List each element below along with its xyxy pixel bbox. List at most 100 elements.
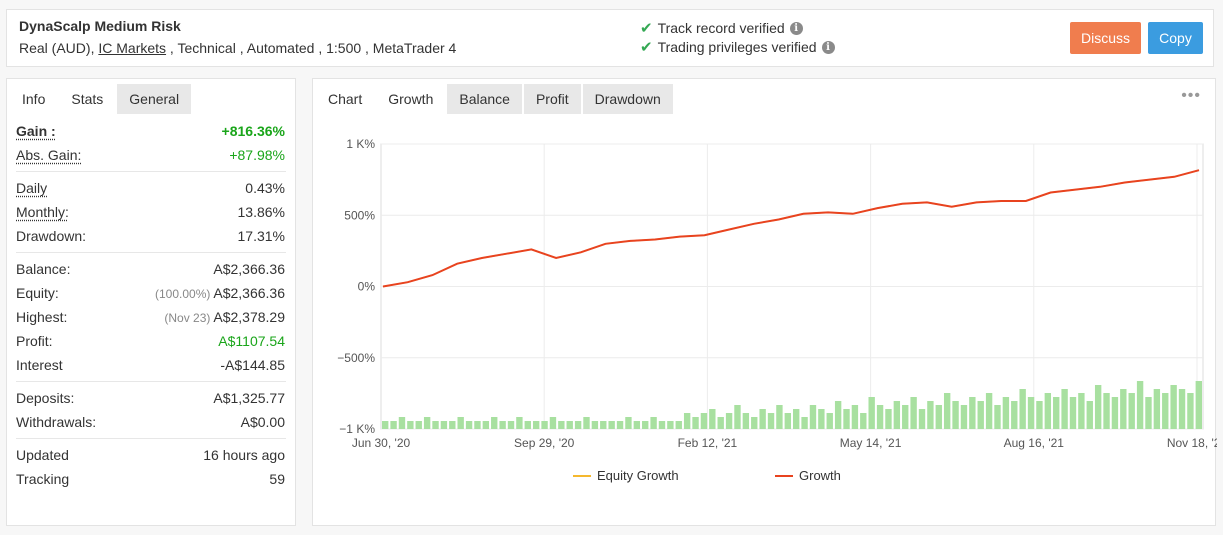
volume-bar [734,405,741,429]
stats-panel: Info Stats General Gain : +816.36% Abs. … [6,78,296,526]
volume-bar [994,405,1001,429]
stats-list: Gain : +816.36% Abs. Gain: +87.98% Daily… [7,115,295,491]
track-record-verified: ✔ Track record verified i [640,19,803,37]
volume-bar [667,421,674,429]
x-tick-label: Sep 29, '20 [514,436,575,450]
volume-bar [642,421,649,429]
volume-bar [432,421,439,429]
volume-bar [1027,397,1035,429]
volume-bar [1111,397,1119,429]
deposits-value: A$1,325.77 [213,390,285,406]
stat-row-interest: Interest -A$144.85 [7,353,295,377]
copy-button[interactable]: Copy [1148,22,1203,54]
volume-bar [1178,389,1186,429]
highest-label: Highest: [16,309,68,325]
daily-label[interactable]: Daily [16,180,48,196]
volume-bar [440,421,448,429]
volume-bar [449,421,456,429]
drawdown-label: Drawdown: [16,228,87,244]
volume-bar [1019,389,1026,429]
divider [16,252,286,253]
volume-bar [407,421,414,429]
volume-bar [390,421,397,429]
volume-bar [876,405,884,429]
volume-bar [1162,393,1169,429]
info-icon[interactable]: i [789,21,803,35]
volume-bar [1187,393,1194,429]
broker-link[interactable]: IC Markets [98,40,167,56]
profit-value: A$1107.54 [218,333,285,349]
gain-value: +816.36% [221,123,285,139]
volume-bar [1145,397,1152,429]
check-icon: ✔ [640,20,653,37]
tab-balance[interactable]: Balance [447,84,522,114]
volume-bar [1036,401,1043,429]
volume-bar [658,421,666,429]
growth-chart: 1 K% 500% 0% −500% −1 K%Jun 30, '20 Sep 29, '… [337,137,1217,483]
volume-bar [717,417,724,429]
track-record-label: Track record verified [657,20,785,36]
ellipsis-icon[interactable]: ••• [1181,87,1201,104]
equity-label: Equity: [16,285,59,301]
volume-bar [1086,401,1093,429]
volume-bar [843,409,850,429]
volume-bar [491,417,498,429]
interest-label: Interest [16,357,63,373]
volume-bar [683,413,691,429]
volume-bar [625,417,632,429]
system-name: DynaScalp Medium Risk [19,18,181,34]
legend-label: Equity Growth [597,468,679,483]
volume-bar [793,409,800,429]
tab-drawdown[interactable]: Drawdown [582,84,673,114]
stat-row-highest: Highest: (Nov 23) A$2,378.29 [7,305,295,329]
discuss-button[interactable]: Discuss [1070,22,1141,54]
volume-bar [1078,393,1085,429]
tab-profit[interactable]: Profit [523,84,581,114]
gain-label[interactable]: Gain : [16,123,56,139]
info-icon[interactable]: i [821,40,835,54]
stat-row-withdrawals: Withdrawals: A$0.00 [7,410,295,434]
tab-general[interactable]: General [117,84,192,114]
volume-bar [558,421,565,429]
volume-bar [818,409,825,429]
volume-bar [507,421,515,429]
legend-label: Growth [799,468,841,483]
tab-stats[interactable]: Stats [59,84,116,114]
tab-growth[interactable]: Growth [376,84,446,114]
y-tick-label: 0% [358,280,376,294]
volume-bar [583,417,590,429]
tracking-value: 59 [269,471,285,487]
volume-bar [1170,385,1177,429]
tab-chart[interactable]: Chart [328,91,363,107]
stat-row-tracking: Tracking 59 [7,467,295,491]
abs-gain-label[interactable]: Abs. Gain: [16,147,82,163]
volume-bar [1002,397,1010,429]
stat-row-abs-gain: Abs. Gain: +87.98% [7,143,295,167]
volume-bar [474,421,481,429]
equity-percent: (100.00%) [155,287,211,301]
volume-bar [633,421,641,429]
volume-bar [398,417,406,429]
volume-bar [1103,393,1110,429]
volume-bar [516,417,523,429]
volume-bar [784,413,791,429]
monthly-label[interactable]: Monthly: [16,204,69,220]
divider [16,171,286,172]
stat-row-equity: Equity: (100.00%) A$2,366.36 [7,281,295,305]
updated-label: Updated [16,447,69,463]
tab-info[interactable]: Info [22,91,46,107]
volume-bar [1128,393,1135,429]
drawdown-value: 17.31% [237,228,285,244]
equity-value: A$2,366.36 [213,285,285,301]
volume-bar [885,409,892,429]
volume-bar [860,413,867,429]
y-tick-label: −1 K% [339,422,375,436]
volume-bar [608,421,615,429]
volume-bar [1069,397,1077,429]
volume-bar [985,393,993,429]
divider [16,438,286,439]
x-tick-label: Nov 18, '21 [1167,436,1217,450]
growth-line [382,169,1200,288]
profit-label: Profit: [16,333,53,349]
stat-row-gain: Gain : +816.36% [7,119,295,143]
